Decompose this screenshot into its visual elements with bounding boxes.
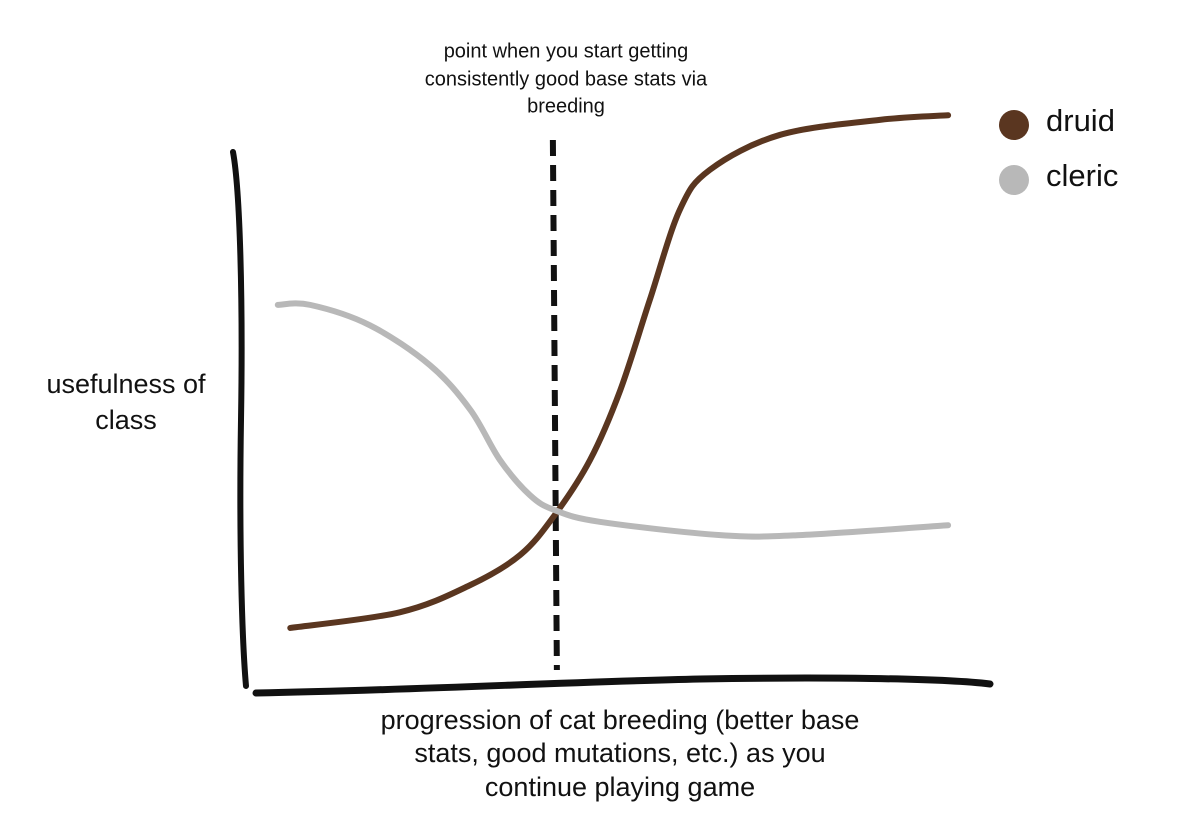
x-axis-label: continue playing game — [485, 772, 755, 802]
x-axis-label: stats, good mutations, etc.) as you — [414, 738, 825, 768]
x-axis — [252, 674, 994, 697]
y-axis-label: class — [95, 405, 157, 435]
legend-label: cleric — [1046, 158, 1118, 193]
x-axis-label: progression of cat breeding (better base — [381, 705, 860, 735]
y-axis — [230, 149, 249, 689]
annotation-text: consistently good base stats via — [425, 68, 708, 90]
legend-marker — [999, 165, 1029, 195]
annotation-line — [549, 139, 560, 671]
series-line — [274, 300, 952, 540]
legend-marker — [999, 110, 1029, 140]
annotation-text: point when you start getting — [444, 40, 689, 62]
series-line — [287, 112, 952, 631]
legend-label: druid — [1046, 103, 1115, 138]
annotation-text: breeding — [527, 95, 605, 117]
y-axis-label: usefulness of — [46, 369, 206, 399]
